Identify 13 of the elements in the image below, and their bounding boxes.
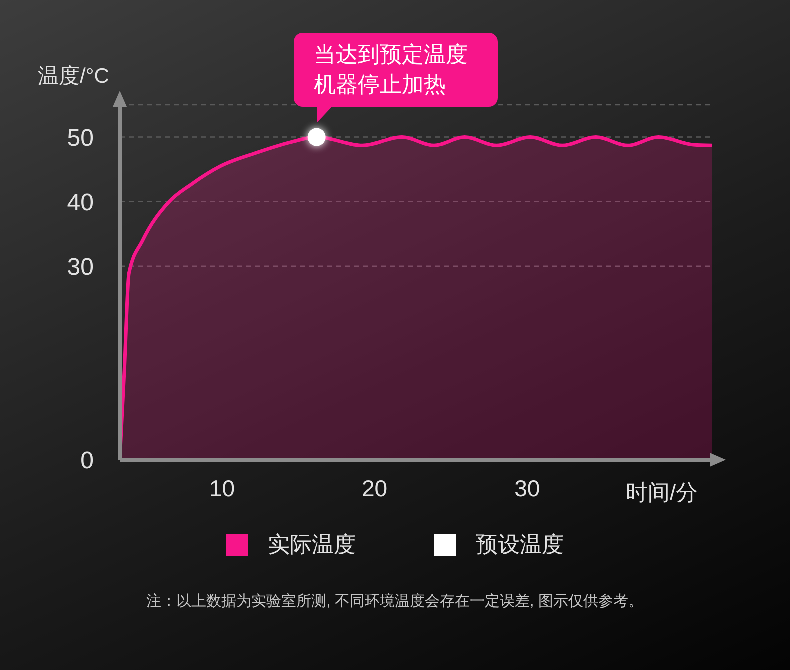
x-tick-label: 10 xyxy=(209,475,236,502)
x-tick-label: 30 xyxy=(514,475,540,502)
x-tick-label: 20 xyxy=(362,475,388,502)
annotation: 当达到预定温度机器停止加热 xyxy=(314,41,469,100)
y-tick-label: 0 xyxy=(80,448,94,475)
y-tick-label: 40 xyxy=(67,189,94,216)
x-axis-title: 时间/分 xyxy=(626,479,698,507)
legend-label: 预设温度 xyxy=(476,531,564,559)
y-tick-label: 50 xyxy=(67,124,94,152)
y-axis-title: 温度/°C xyxy=(38,64,110,90)
y-tick-label: 30 xyxy=(67,254,94,281)
text: 注：以上数据为实验室所测, 不同环境温度会存在一定误差, 图示仅供参考。 xyxy=(146,592,644,611)
legend-label: 实际温度 xyxy=(268,531,356,559)
